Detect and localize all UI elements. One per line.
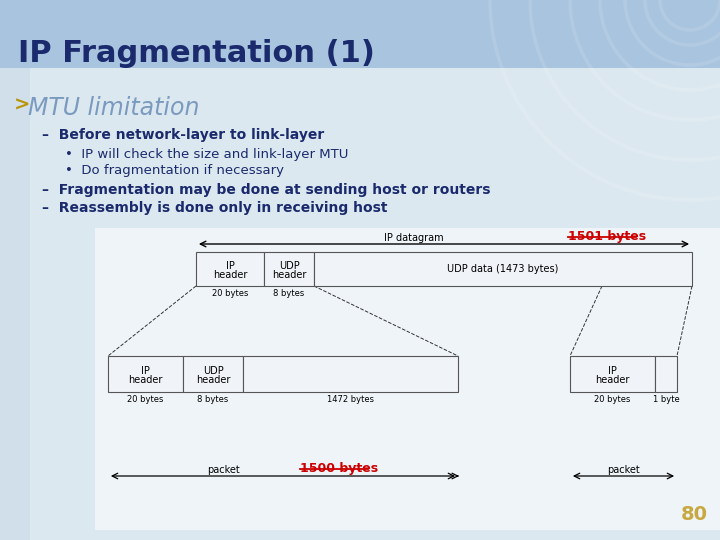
- Text: header: header: [196, 375, 230, 385]
- Text: 1472 bytes: 1472 bytes: [327, 395, 374, 404]
- Text: 1500 bytes: 1500 bytes: [300, 462, 378, 475]
- Bar: [108, 356, 183, 392]
- Text: IP: IP: [141, 366, 150, 376]
- Bar: [243, 356, 458, 392]
- Bar: [264, 252, 314, 286]
- Text: UDP: UDP: [279, 261, 300, 271]
- Text: 80: 80: [681, 505, 708, 524]
- Text: header: header: [128, 375, 163, 385]
- Text: IP datagram: IP datagram: [384, 233, 444, 243]
- Text: header: header: [595, 375, 630, 385]
- Text: IP: IP: [608, 366, 617, 376]
- Text: header: header: [213, 270, 247, 280]
- Text: 20 bytes: 20 bytes: [212, 289, 248, 298]
- Text: •  Do fragmentation if necessary: • Do fragmentation if necessary: [65, 164, 284, 177]
- Text: header: header: [272, 270, 306, 280]
- Text: 20 bytes: 20 bytes: [127, 395, 163, 404]
- Text: –  Before network-layer to link-layer: – Before network-layer to link-layer: [42, 128, 324, 142]
- Text: •  IP will check the size and link-layer MTU: • IP will check the size and link-layer …: [65, 148, 348, 161]
- Text: 1501 bytes: 1501 bytes: [568, 230, 646, 243]
- Text: IP Fragmentation (1): IP Fragmentation (1): [18, 39, 375, 69]
- Text: MTU limitation: MTU limitation: [28, 96, 199, 120]
- Text: 8 bytes: 8 bytes: [274, 289, 305, 298]
- Bar: [570, 356, 655, 392]
- Text: IP: IP: [225, 261, 235, 271]
- Text: 8 bytes: 8 bytes: [197, 395, 229, 404]
- Bar: [314, 252, 692, 286]
- Bar: [0, 0, 720, 68]
- Bar: [655, 356, 677, 392]
- Text: >: >: [14, 96, 30, 115]
- Text: 1 byte: 1 byte: [652, 395, 680, 404]
- Text: 20 bytes: 20 bytes: [594, 395, 631, 404]
- Bar: [0, 68, 30, 540]
- Bar: [183, 356, 243, 392]
- Text: packet: packet: [207, 465, 240, 475]
- Text: –  Reassembly is done only in receiving host: – Reassembly is done only in receiving h…: [42, 201, 387, 215]
- Text: –  Fragmentation may be done at sending host or routers: – Fragmentation may be done at sending h…: [42, 183, 490, 197]
- Text: packet: packet: [607, 465, 640, 475]
- Bar: [0, 68, 720, 540]
- Text: UDP data (1473 bytes): UDP data (1473 bytes): [447, 264, 559, 274]
- Bar: [196, 252, 264, 286]
- Text: UDP: UDP: [202, 366, 223, 376]
- Bar: [95, 228, 720, 530]
